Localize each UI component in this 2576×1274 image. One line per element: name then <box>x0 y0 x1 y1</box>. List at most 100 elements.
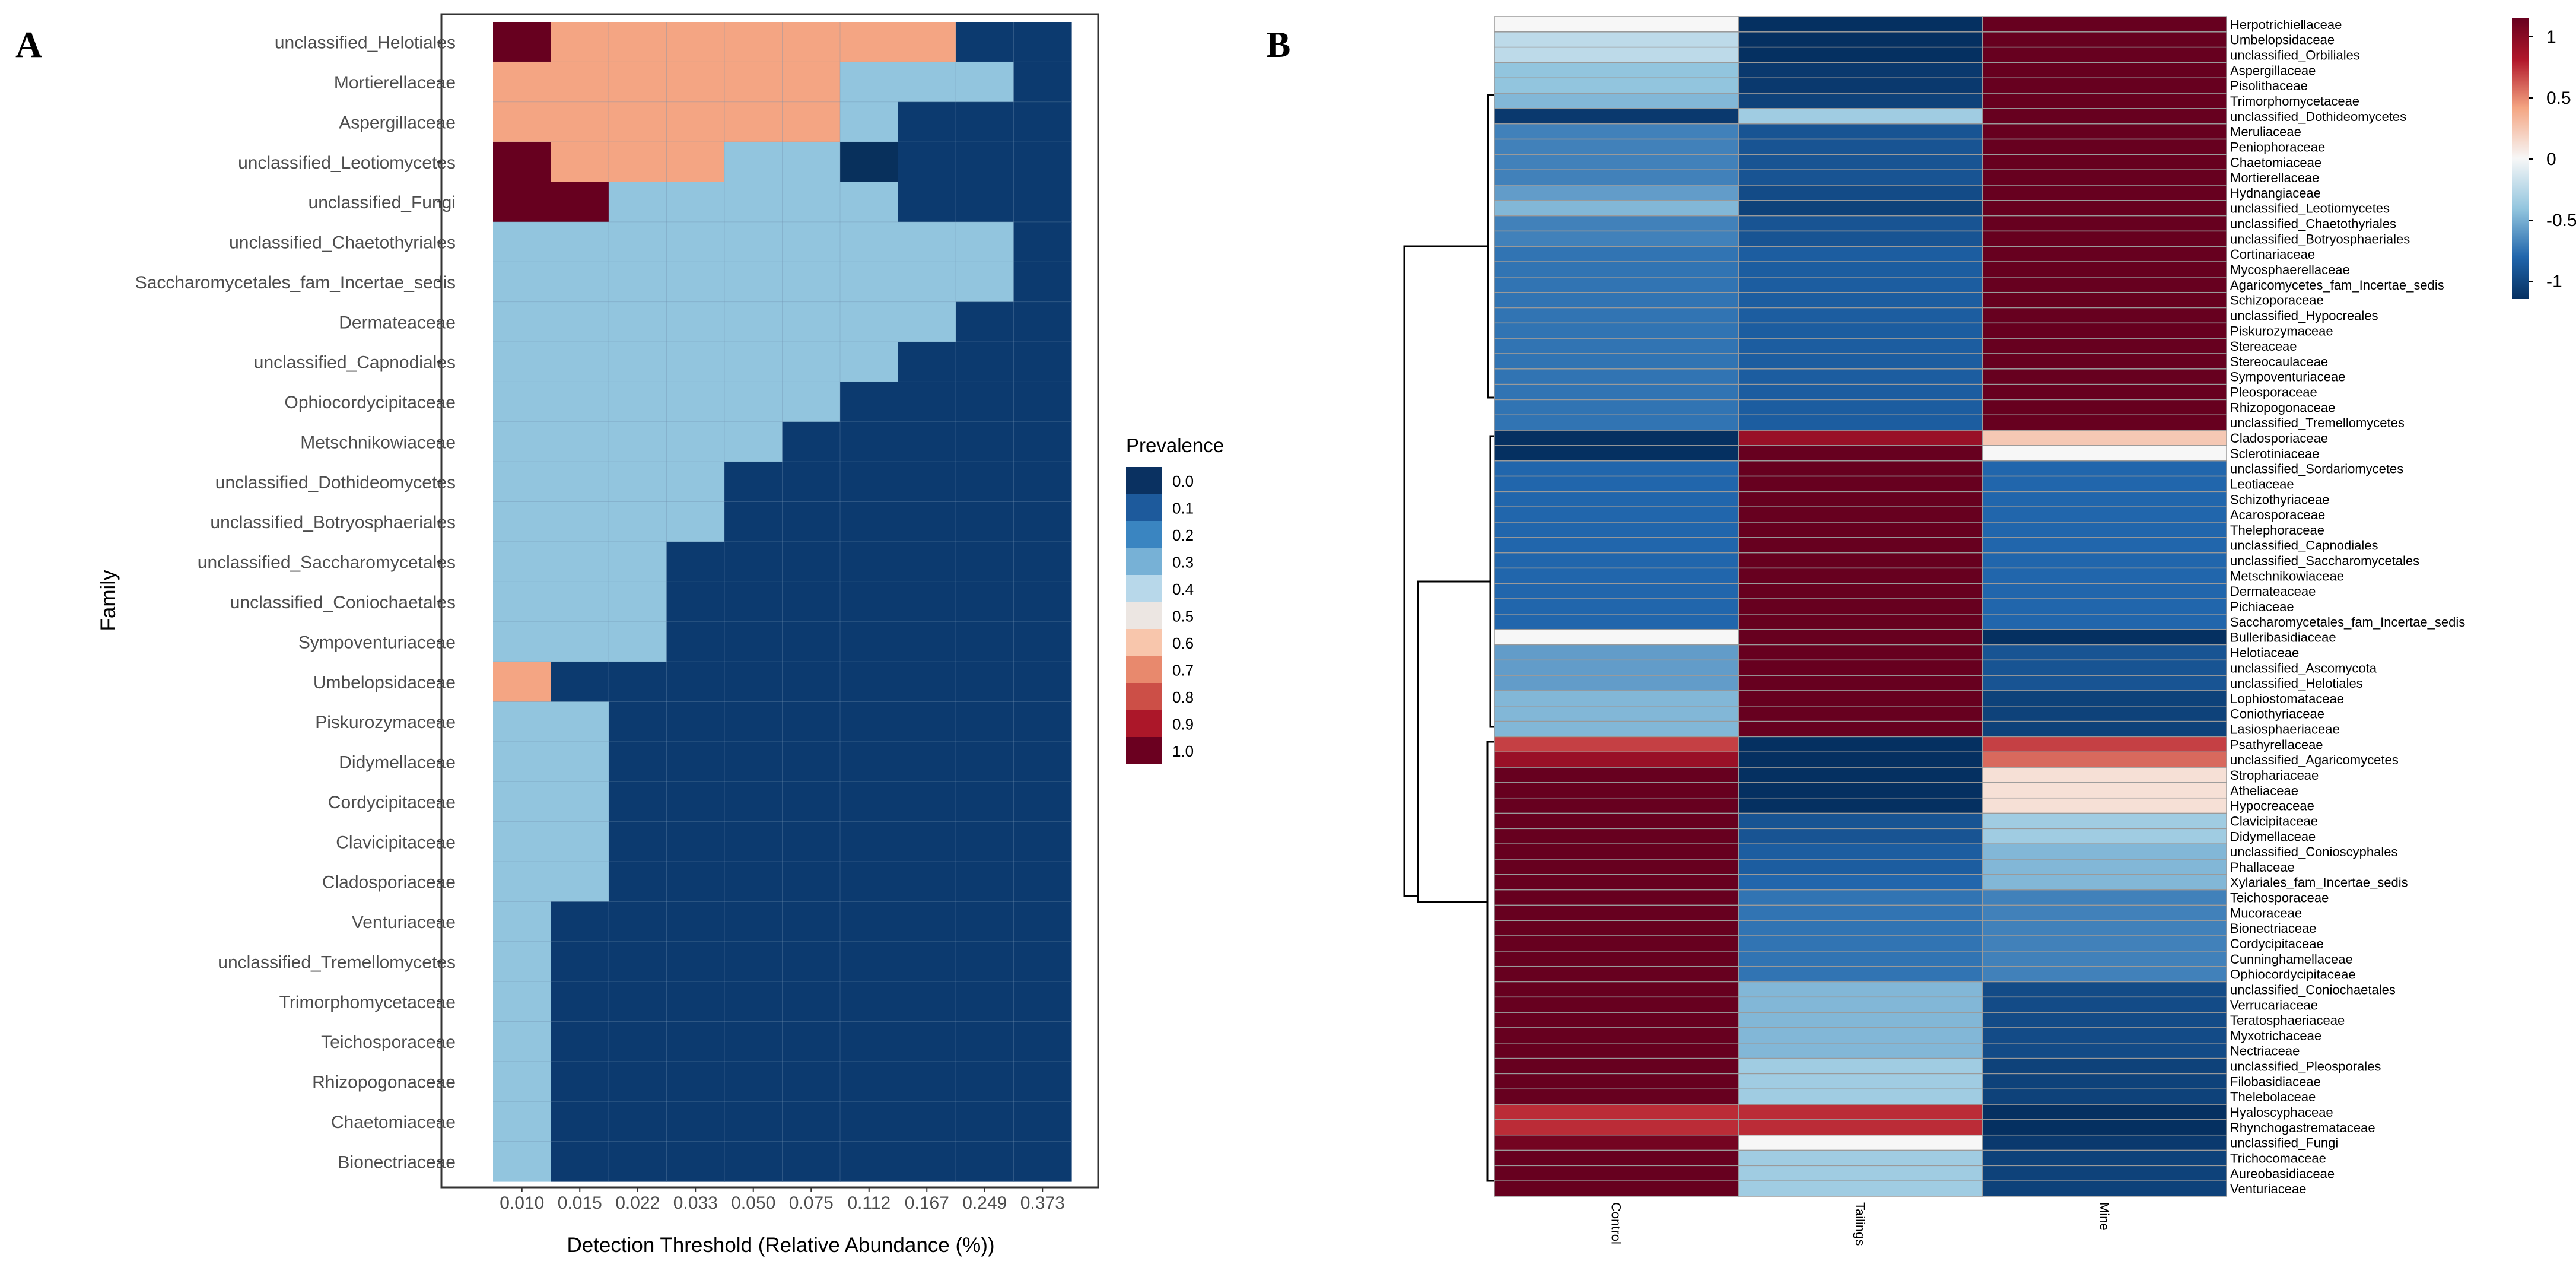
heatmap-a-cell <box>956 901 1015 942</box>
heatmap-a-cell <box>551 662 609 703</box>
heatmap-a-cell <box>782 182 841 223</box>
panel-b-row-label: Trichocomaceae <box>2230 1151 2326 1166</box>
heatmap-b-cell <box>1738 1057 1983 1075</box>
heatmap-b-cell <box>1982 782 2227 799</box>
heatmap-a-cell <box>666 821 725 862</box>
heatmap-a-cell <box>840 182 899 223</box>
panel-b-row-label: Atheliaceae <box>2230 783 2298 798</box>
heatmap-a-cell <box>609 101 667 142</box>
heatmap-a-cell <box>724 1141 783 1182</box>
heatmap-a-cell <box>666 1141 725 1182</box>
heatmap-a-cell <box>782 421 841 462</box>
heatmap-a-cell <box>666 981 725 1022</box>
heatmap-a-cell <box>1013 582 1072 622</box>
heatmap-a-cell <box>1013 221 1072 262</box>
heatmap-a-cell <box>493 101 552 142</box>
heatmap-b-cell <box>1494 491 1739 507</box>
heatmap-b-cell <box>1494 246 1739 262</box>
heatmap-a-cell <box>840 301 899 342</box>
heatmap-b-cell <box>1494 614 1739 630</box>
heatmap-a-cell <box>840 22 899 62</box>
heatmap-b-cell <box>1494 261 1739 278</box>
panel-b-row-label: Xylariales_fam_Incertae_sedis <box>2230 875 2408 890</box>
panel-a-legend-swatch <box>1126 737 1162 764</box>
heatmap-a-cell <box>840 262 899 303</box>
heatmap-a-cell <box>609 781 667 822</box>
heatmap-b-cell <box>1494 828 1739 844</box>
heatmap-a-cell <box>956 101 1015 142</box>
heatmap-b-cell <box>1738 62 1983 79</box>
heatmap-a-cell <box>609 941 667 982</box>
heatmap-b-cell <box>1982 16 2227 33</box>
heatmap-a-cell <box>493 1141 552 1182</box>
heatmap-a-cell <box>609 382 667 422</box>
panel-b-row-label: Teratosphaeriaceae <box>2230 1013 2345 1028</box>
heatmap-b-cell <box>1494 782 1739 799</box>
heatmap-a-cell <box>666 101 725 142</box>
heatmap-a-cell <box>782 462 841 503</box>
heatmap-b-cell <box>1494 1180 1739 1197</box>
heatmap-b-cell <box>1738 782 1983 799</box>
heatmap-b-cell <box>1494 230 1739 247</box>
heatmap-a-cell <box>956 62 1015 103</box>
heatmap-a-cell <box>724 541 783 582</box>
heatmap-b-cell <box>1738 16 1983 33</box>
heatmap-a-cell <box>666 62 725 103</box>
heatmap-a-cell <box>956 382 1015 422</box>
heatmap-b-cell <box>1494 797 1739 814</box>
heatmap-b-cell <box>1738 291 1983 309</box>
heatmap-a-cell <box>724 182 783 223</box>
heatmap-b-cell <box>1738 736 1983 753</box>
panel-a-row-label: Chaetomiaceae <box>331 1113 456 1132</box>
panel-a-row-label: Teichosporaceae <box>321 1032 456 1052</box>
heatmap-a-cell <box>666 22 725 62</box>
heatmap-b-cell <box>1738 812 1983 830</box>
heatmap-b-cell <box>1982 169 2227 186</box>
panel-b-row-label: Schizoporaceae <box>2230 293 2324 308</box>
heatmap-b-cell <box>1494 77 1739 94</box>
heatmap-a-cell <box>493 901 552 942</box>
heatmap-a-cell <box>782 342 841 383</box>
panel-b-row-label: Filobasidiaceae <box>2230 1074 2321 1089</box>
panel-a-row-label: unclassified_Coniochaetales <box>230 593 456 612</box>
heatmap-b-cell <box>1982 307 2227 324</box>
heatmap-a-cell <box>956 262 1015 303</box>
heatmap-a-cell <box>782 582 841 622</box>
panel-a-label: A <box>15 25 42 65</box>
heatmap-a-cell <box>898 541 956 582</box>
heatmap-b-cell <box>1738 506 1983 523</box>
panel-b-row-label: Cladosporiaceae <box>2230 431 2328 446</box>
heatmap-a-cell <box>724 101 783 142</box>
panel-a-row-label: unclassified_Botryosphaeriales <box>210 513 456 532</box>
heatmap-a-cell <box>609 901 667 942</box>
heatmap-b-cell <box>1982 874 2227 891</box>
heatmap-a-cell <box>493 382 552 422</box>
panel-b-heatmap: HerpotrichiellaceaeUmbelopsidaceaeunclas… <box>1403 16 2576 1246</box>
heatmap-a-cell <box>666 741 725 782</box>
heatmap-a-cell <box>782 621 841 662</box>
heatmap-b-cell <box>1494 1165 1739 1181</box>
heatmap-a-cell <box>956 582 1015 622</box>
heatmap-a-cell <box>840 342 899 383</box>
heatmap-a-cell <box>1013 1021 1072 1062</box>
panel-a-row-label: unclassified_Helotiales <box>275 33 456 53</box>
heatmap-b-cell <box>1982 46 2227 63</box>
heatmap-a-cell <box>1013 621 1072 662</box>
panel-a-row-label: Piskurozymaceae <box>315 713 456 732</box>
panel-a-row-labels: unclassified_Helotiales Mortierellaceae As… <box>135 33 456 1173</box>
heatmap-a-cell <box>493 462 552 503</box>
heatmap-a-cell <box>840 861 899 902</box>
heatmap-b-cell <box>1494 399 1739 416</box>
heatmap-a-cell <box>840 621 899 662</box>
heatmap-b-cell <box>1494 659 1739 676</box>
heatmap-a-cell <box>724 821 783 862</box>
heatmap-b-cell <box>1738 706 1983 722</box>
panel-a-legend-label: 0.9 <box>1172 715 1194 733</box>
heatmap-b-cell <box>1738 399 1983 416</box>
heatmap-b-cell <box>1738 215 1983 232</box>
heatmap-b-cell <box>1494 46 1739 63</box>
panel-b-colorbar-tick-label: -0.5 <box>2546 211 2576 230</box>
panel-a-x-tick-label: 0.010 <box>500 1193 544 1213</box>
panel-b-row-label: Stereaceae <box>2230 339 2297 354</box>
heatmap-a-cell <box>898 1061 956 1102</box>
